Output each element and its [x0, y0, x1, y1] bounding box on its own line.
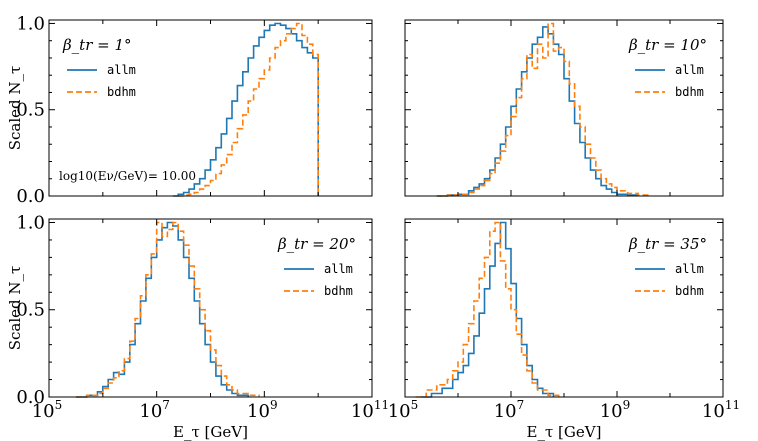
panel-beta-20: 0.0 0.5 1.0 105 107 109 1011 β_tr = 20° allm bdhm…: [6, 212, 389, 441]
legend-label-bdhm: bdhm: [675, 85, 704, 99]
legend-label-bdhm: bdhm: [675, 284, 704, 298]
y-tick-label: 0.0: [16, 186, 45, 207]
legend-label-allm: allm: [107, 63, 136, 77]
panel-beta-10: β_tr = 10° allm bdhm: [404, 19, 724, 197]
y-tick-label: 0.0: [16, 387, 45, 408]
series-line-bdhm: [436, 22, 650, 197]
legend-label-allm: allm: [675, 63, 704, 77]
series-line-allm: [172, 22, 319, 197]
y-axis-label: Scaled N_τ: [6, 66, 24, 151]
y-tick-label: 1.0: [16, 13, 45, 34]
legend-label-allm: allm: [675, 262, 704, 276]
legend-label-bdhm: bdhm: [324, 284, 353, 298]
y-tick-label: 0.5: [16, 300, 45, 321]
x-tick-label: 109: [600, 398, 631, 422]
legend-title: β_tr = 20°: [277, 235, 356, 253]
y-tick-label: 0.5: [16, 100, 45, 121]
y-axis-label: Scaled N_τ: [6, 266, 24, 351]
x-tick-label: 1011: [351, 398, 389, 422]
series-line-allm: [420, 221, 555, 398]
series-line-allm: [75, 221, 249, 398]
energy-annotation: log10(Eν/GeV)= 10.00: [59, 169, 196, 183]
legend-label-allm: allm: [324, 262, 353, 276]
series-line-bdhm: [415, 221, 560, 398]
y-tick-label: 1.0: [16, 212, 45, 233]
x-tick-label: 107: [494, 398, 525, 422]
x-tick-label: 105: [32, 398, 63, 422]
x-tick-label: 105: [388, 398, 419, 422]
panel-beta-1: 0.0 0.5 1.0 β_tr = 1° allm bdhm log10(Eν/GeV)=…: [6, 13, 373, 207]
x-tick-label: 107: [139, 398, 170, 422]
x-tick-label: 109: [247, 398, 278, 422]
legend-title: β_tr = 35°: [628, 235, 707, 253]
series-line-bdhm: [75, 221, 260, 398]
x-axis-label: E_τ [GeV]: [173, 423, 248, 441]
panel-beta-35: 105 107 109 1011 β_tr = 35° allm bdhm E_τ [GeV]: [388, 218, 740, 441]
legend-title: β_tr = 1°: [62, 36, 132, 54]
x-axis-label: E_τ [GeV]: [527, 423, 602, 441]
series-line-bdhm: [178, 22, 319, 197]
legend-title: β_tr = 10°: [628, 36, 707, 54]
x-tick-label: 1011: [702, 398, 740, 422]
legend-label-bdhm: bdhm: [107, 85, 136, 99]
